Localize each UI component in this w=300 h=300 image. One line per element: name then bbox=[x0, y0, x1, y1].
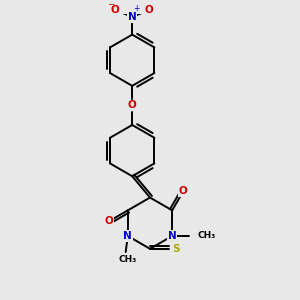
Text: O: O bbox=[179, 186, 188, 196]
Text: O: O bbox=[128, 100, 136, 110]
Text: O: O bbox=[104, 216, 113, 226]
Text: O: O bbox=[145, 5, 154, 15]
Text: S: S bbox=[172, 244, 179, 254]
Text: O: O bbox=[111, 5, 119, 15]
Text: −: − bbox=[107, 0, 114, 8]
Text: N: N bbox=[123, 231, 132, 241]
Text: +: + bbox=[134, 4, 140, 14]
Text: N: N bbox=[168, 231, 177, 241]
Text: N: N bbox=[128, 12, 136, 22]
Text: CH₃: CH₃ bbox=[119, 255, 137, 264]
Text: CH₃: CH₃ bbox=[197, 232, 215, 241]
